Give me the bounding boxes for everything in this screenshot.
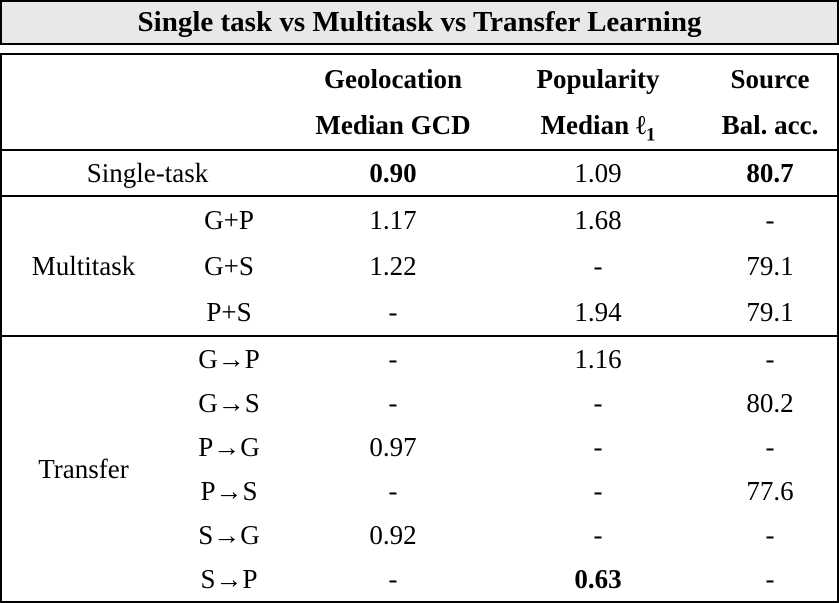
cell-source: 80.2 bbox=[746, 388, 794, 418]
header-median-l1-text: Median ℓ bbox=[540, 110, 646, 140]
cell-source: - bbox=[765, 205, 775, 235]
cell-popularity: - bbox=[593, 388, 603, 418]
row-label: P→S bbox=[200, 476, 258, 506]
cell-geolocation: 1.17 bbox=[369, 205, 417, 235]
cell-popularity: 1.68 bbox=[574, 205, 622, 235]
header-line: Median GCD bbox=[315, 110, 471, 140]
header-empty-sublabel bbox=[165, 56, 293, 149]
cell-popularity: 1.09 bbox=[574, 158, 622, 188]
header-empty-group bbox=[2, 56, 165, 149]
cell-geolocation: - bbox=[388, 344, 398, 374]
cell-popularity: - bbox=[593, 432, 603, 462]
header-l1-subscript: 1 bbox=[645, 124, 656, 146]
header-line: Popularity bbox=[536, 64, 660, 94]
cell-popularity: 0.63 bbox=[574, 564, 622, 594]
header-line: Bal. acc. bbox=[721, 110, 819, 140]
row-label: G+P bbox=[204, 205, 254, 235]
cell-popularity: 1.94 bbox=[574, 297, 622, 327]
header-line: Geolocation bbox=[324, 64, 462, 94]
header-line: Source bbox=[730, 64, 810, 94]
box-separator bbox=[0, 45, 839, 53]
cell-source: - bbox=[765, 344, 775, 374]
cell-source: 77.6 bbox=[746, 476, 794, 506]
header-geolocation: Geolocation Median GCD bbox=[293, 56, 493, 149]
section-multitask: Multitask G+P 1.17 1.68 - G+S 1.22 - 79.… bbox=[2, 195, 837, 335]
header-popularity: Popularity Median ℓ1 bbox=[493, 56, 703, 149]
header-line: Median ℓ1 bbox=[493, 102, 703, 148]
row-label: P+S bbox=[206, 297, 252, 327]
cell-geolocation: - bbox=[388, 297, 398, 327]
cell-source: 79.1 bbox=[746, 251, 794, 281]
row-label: G→S bbox=[198, 388, 260, 418]
cell-geolocation: - bbox=[388, 388, 398, 418]
cell-source: 79.1 bbox=[746, 297, 794, 327]
header-source: Source Bal. acc. bbox=[703, 56, 837, 149]
cell-geolocation: 0.90 bbox=[369, 158, 417, 188]
cell-source: - bbox=[765, 432, 775, 462]
cell-popularity: - bbox=[593, 476, 603, 506]
cell-geolocation: 0.92 bbox=[369, 520, 417, 550]
results-table: Geolocation Median GCD Popularity Median… bbox=[0, 53, 839, 603]
cell-source: - bbox=[765, 564, 775, 594]
table-header: Geolocation Median GCD Popularity Median… bbox=[2, 55, 837, 149]
group-label-transfer: Transfer bbox=[38, 453, 129, 484]
table-title: Single task vs Multitask vs Transfer Lea… bbox=[137, 6, 702, 38]
row-label-single-task: Single-task bbox=[86, 158, 209, 188]
section-transfer: Transfer G→P - 1.16 - G→S - - 80.2 P→G 0… bbox=[2, 335, 837, 601]
row-label: G→P bbox=[198, 344, 260, 374]
cell-popularity: - bbox=[593, 251, 603, 281]
cell-popularity: 1.16 bbox=[574, 344, 622, 374]
cell-popularity: - bbox=[593, 520, 603, 550]
row-label: S→P bbox=[200, 564, 258, 594]
table-title-bar: Single task vs Multitask vs Transfer Lea… bbox=[0, 0, 839, 45]
row-label: G+S bbox=[204, 251, 254, 281]
cell-source: - bbox=[765, 520, 775, 550]
cell-geolocation: 1.22 bbox=[369, 251, 417, 281]
row-label: S→G bbox=[198, 520, 260, 550]
cell-geolocation: - bbox=[388, 476, 398, 506]
cell-geolocation: 0.97 bbox=[369, 432, 417, 462]
section-single-task: Single-task 0.90 1.09 80.7 bbox=[2, 149, 837, 195]
cell-geolocation: - bbox=[388, 564, 398, 594]
cell-source: 80.7 bbox=[746, 158, 794, 188]
row-label: P→G bbox=[198, 432, 260, 462]
group-label-multitask: Multitask bbox=[31, 250, 136, 281]
